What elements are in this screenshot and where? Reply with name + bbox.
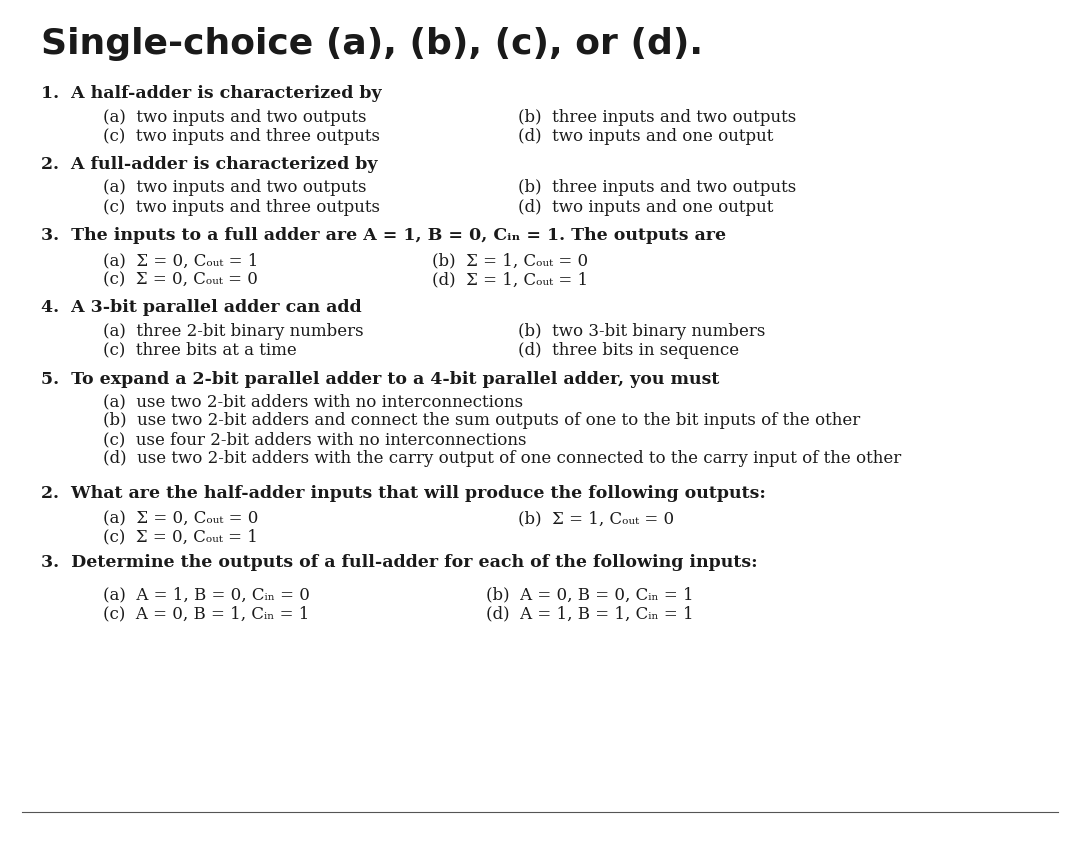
Text: (a)  three 2-bit binary numbers: (a) three 2-bit binary numbers (103, 323, 363, 340)
Text: 5.  To expand a 2-bit parallel adder to a 4-bit parallel adder, you must: 5. To expand a 2-bit parallel adder to a… (41, 371, 719, 388)
Text: 2.  A full-adder is characterized by: 2. A full-adder is characterized by (41, 156, 378, 173)
Text: (c)  Σ = 0, Cₒᵤₜ = 0: (c) Σ = 0, Cₒᵤₜ = 0 (103, 271, 257, 288)
Text: (b)  Σ = 1, Cₒᵤₜ = 0: (b) Σ = 1, Cₒᵤₜ = 0 (518, 510, 675, 527)
Text: (a)  two inputs and two outputs: (a) two inputs and two outputs (103, 179, 366, 196)
Text: (a)  Σ = 0, Cₒᵤₜ = 0: (a) Σ = 0, Cₒᵤₜ = 0 (103, 510, 258, 527)
Text: (a)  use two 2-bit adders with no interconnections: (a) use two 2-bit adders with no interco… (103, 394, 523, 411)
Text: (b)  A = 0, B = 0, Cᵢₙ = 1: (b) A = 0, B = 0, Cᵢₙ = 1 (486, 586, 693, 604)
Text: (c)  use four 2-bit adders with no interconnections: (c) use four 2-bit adders with no interc… (103, 431, 526, 448)
Text: (b)  three inputs and two outputs: (b) three inputs and two outputs (518, 179, 797, 196)
Text: (b)  use two 2-bit adders and connect the sum outputs of one to the bit inputs o: (b) use two 2-bit adders and connect the… (103, 412, 860, 429)
Text: (d)  two inputs and one output: (d) two inputs and one output (518, 199, 773, 216)
Text: (a)  A = 1, B = 0, Cᵢₙ = 0: (a) A = 1, B = 0, Cᵢₙ = 0 (103, 586, 310, 604)
Text: 4.  A 3-bit parallel adder can add: 4. A 3-bit parallel adder can add (41, 299, 362, 316)
Text: (d)  use two 2-bit adders with the carry output of one connected to the carry in: (d) use two 2-bit adders with the carry … (103, 450, 901, 467)
Text: (a)  two inputs and two outputs: (a) two inputs and two outputs (103, 109, 366, 126)
Text: 2.  What are the half-adder inputs that will produce the following outputs:: 2. What are the half-adder inputs that w… (41, 484, 766, 501)
Text: (b)  three inputs and two outputs: (b) three inputs and two outputs (518, 109, 797, 126)
Text: (a)  Σ = 0, Cₒᵤₜ = 1: (a) Σ = 0, Cₒᵤₜ = 1 (103, 252, 258, 269)
Text: (d)  Σ = 1, Cₒᵤₜ = 1: (d) Σ = 1, Cₒᵤₜ = 1 (432, 271, 589, 288)
Text: (b)  Σ = 1, Cₒᵤₜ = 0: (b) Σ = 1, Cₒᵤₜ = 0 (432, 252, 589, 269)
Text: (d)  three bits in sequence: (d) three bits in sequence (518, 342, 740, 359)
Text: (d)  A = 1, B = 1, Cᵢₙ = 1: (d) A = 1, B = 1, Cᵢₙ = 1 (486, 605, 693, 622)
Text: 1.  A half-adder is characterized by: 1. A half-adder is characterized by (41, 85, 381, 102)
Text: (c)  A = 0, B = 1, Cᵢₙ = 1: (c) A = 0, B = 1, Cᵢₙ = 1 (103, 605, 309, 622)
Text: (c)  three bits at a time: (c) three bits at a time (103, 342, 296, 359)
Text: Single-choice (a), (b), (c), or (d).: Single-choice (a), (b), (c), or (d). (41, 27, 703, 61)
Text: (c)  Σ = 0, Cₒᵤₜ = 1: (c) Σ = 0, Cₒᵤₜ = 1 (103, 529, 257, 546)
Text: (b)  two 3-bit binary numbers: (b) two 3-bit binary numbers (518, 323, 766, 340)
Text: 3.  Determine the outputs of a full-adder for each of the following inputs:: 3. Determine the outputs of a full-adder… (41, 554, 758, 571)
Text: (d)  two inputs and one output: (d) two inputs and one output (518, 128, 773, 145)
Text: (c)  two inputs and three outputs: (c) two inputs and three outputs (103, 128, 379, 145)
Text: 3.  The inputs to a full adder are A = 1, B = 0, Cᵢₙ = 1. The outputs are: 3. The inputs to a full adder are A = 1,… (41, 227, 726, 244)
Text: (c)  two inputs and three outputs: (c) two inputs and three outputs (103, 199, 379, 216)
